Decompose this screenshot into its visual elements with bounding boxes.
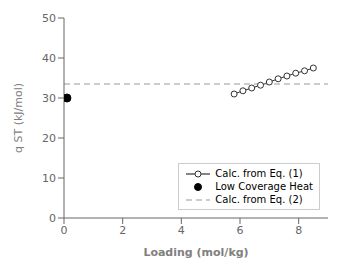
svg-text:0: 0 — [61, 224, 68, 237]
svg-text:50: 50 — [42, 12, 56, 25]
svg-text:10: 10 — [42, 172, 56, 185]
svg-text:q ST (kJ/mol): q ST (kJ/mol) — [12, 83, 25, 153]
svg-text:4: 4 — [178, 224, 185, 237]
svg-text:40: 40 — [42, 52, 56, 65]
svg-text:Loading (mol/kg): Loading (mol/kg) — [143, 246, 248, 259]
html-text:Calc. from Eq. (1): Calc. from Eq. (1) — [215, 168, 303, 179]
html-text:Calc. from Eq. (2): Calc. from Eq. (2) — [215, 194, 303, 205]
svg-text:20: 20 — [42, 132, 56, 145]
svg-text:30: 30 — [42, 92, 56, 105]
svg-text:0: 0 — [49, 212, 56, 225]
html-text:Low Coverage Heat: Low Coverage Heat — [215, 181, 313, 192]
svg-text:2: 2 — [119, 224, 126, 237]
svg-text:8: 8 — [295, 224, 302, 237]
svg-text:6: 6 — [237, 224, 244, 237]
